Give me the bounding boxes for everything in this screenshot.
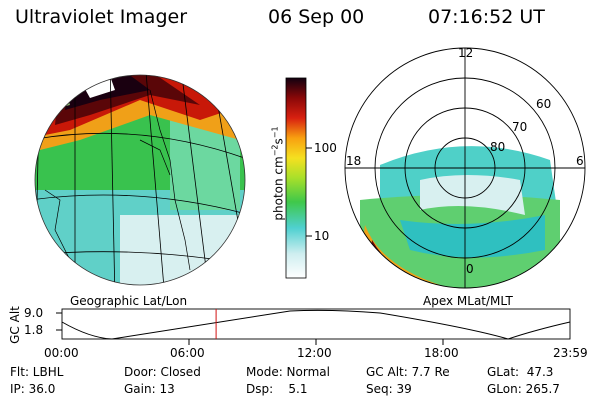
- mlt-12-label: 12: [458, 46, 474, 60]
- colorbar-unit-exp1: −2: [270, 144, 280, 157]
- colorbar-tick-100: 100: [314, 141, 337, 155]
- lat-80-label: 80: [490, 140, 506, 154]
- altitude-ylabel: GC Alt: [8, 306, 22, 344]
- lat-70-label: 70: [512, 120, 528, 134]
- altitude-ytick-low: 1.8: [24, 323, 44, 337]
- info-gain: Gain: 13: [124, 382, 175, 396]
- polar-grid: [344, 47, 586, 289]
- time-label: 07:16:52 UT: [428, 6, 545, 28]
- info-ip: IP: 36.0: [10, 382, 56, 396]
- lat-60-label: 60: [536, 97, 552, 111]
- apex-caption: Apex MLat/MLT: [423, 294, 513, 308]
- colorbar-unit-exp2: −1: [270, 126, 280, 139]
- colorbar-unit-text: photon cm: [271, 156, 286, 221]
- colorbar-tick-10: 10: [314, 229, 330, 243]
- mlt-18-label: 18: [346, 154, 362, 168]
- time-tick-0000: 00:00: [44, 346, 79, 360]
- info-dsp: Dsp: 5.1: [246, 382, 308, 396]
- colorbar-unit-label: photon cm−2s−1: [271, 104, 286, 244]
- geographic-caption: Geographic Lat/Lon: [70, 294, 188, 308]
- info-mode: Mode: Normal: [246, 365, 330, 379]
- colorbar-unit-s: s: [271, 138, 286, 145]
- mlt-0-label: 0: [466, 262, 474, 276]
- time-tick-0600: 06:00: [170, 346, 205, 360]
- colorbar: [286, 78, 306, 278]
- mlt-6-label: 6: [576, 154, 584, 168]
- info-flt: Flt: LBHL: [10, 365, 64, 379]
- time-tick-1200: 12:00: [297, 346, 332, 360]
- altitude-plot: [56, 308, 571, 345]
- geographic-globe: [35, 75, 245, 285]
- info-door: Door: Closed: [124, 365, 201, 379]
- time-tick-2359: 23:59: [553, 346, 588, 360]
- polar-image: [360, 146, 560, 288]
- info-glon: GLon: 265.7: [487, 382, 560, 396]
- info-glat: GLat: 47.3: [487, 365, 554, 379]
- altitude-ytick-high: 9.0: [24, 306, 44, 320]
- time-tick-1800: 18:00: [424, 346, 459, 360]
- date-label: 06 Sep 00: [268, 6, 365, 28]
- info-gcalt: GC Alt: 7.7 Re: [366, 365, 450, 379]
- info-seq: Seq: 39: [366, 382, 412, 396]
- instrument-title: Ultraviolet Imager: [15, 6, 188, 28]
